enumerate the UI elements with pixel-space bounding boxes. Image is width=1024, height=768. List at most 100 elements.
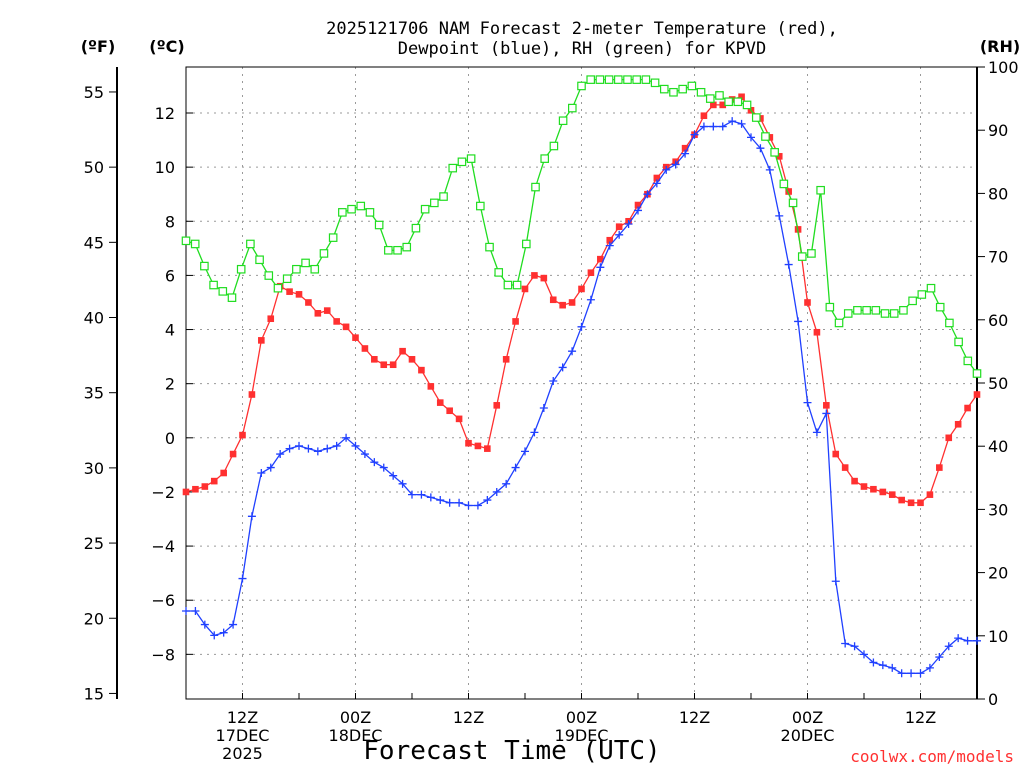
data-point bbox=[200, 261, 209, 271]
celsius-tick-label: 8 bbox=[165, 212, 175, 231]
data-point bbox=[286, 288, 293, 295]
data-point bbox=[426, 493, 435, 502]
data-point bbox=[465, 439, 472, 447]
axes: −8 −6 −4 −2 0 2 4 6 8 10 12 15 20 25 30 35 40 45 50 55 0 10 20… bbox=[84, 58, 1019, 709]
rh-tick-label: 70 bbox=[988, 248, 1008, 267]
data-point bbox=[201, 483, 209, 490]
data-point bbox=[399, 347, 406, 355]
data-point bbox=[464, 501, 473, 510]
data-point bbox=[361, 345, 369, 352]
data-point bbox=[765, 165, 774, 174]
data-point bbox=[916, 669, 925, 678]
data-point bbox=[888, 663, 897, 672]
data-point bbox=[899, 306, 908, 315]
data-point bbox=[266, 463, 275, 472]
data-point bbox=[210, 631, 219, 640]
data-point bbox=[907, 669, 916, 678]
data-point bbox=[888, 491, 896, 498]
x-tick-label: 12Z bbox=[679, 708, 710, 727]
data-point bbox=[540, 154, 550, 163]
data-point bbox=[328, 233, 338, 242]
data-point bbox=[333, 318, 340, 325]
data-point bbox=[797, 252, 807, 261]
celsius-tick-label: 0 bbox=[165, 429, 175, 448]
data-point bbox=[539, 404, 548, 413]
data-point bbox=[473, 501, 482, 510]
celsius-tick-label: 2 bbox=[165, 375, 175, 394]
data-point bbox=[577, 322, 586, 331]
data-point bbox=[879, 488, 887, 496]
data-point bbox=[292, 264, 301, 274]
data-point bbox=[393, 245, 402, 255]
data-point bbox=[484, 445, 491, 452]
data-point bbox=[973, 391, 981, 398]
data-point bbox=[530, 428, 539, 437]
data-point bbox=[724, 97, 733, 107]
data-point bbox=[785, 188, 792, 195]
data-point bbox=[577, 81, 586, 91]
data-point bbox=[803, 398, 812, 407]
data-point bbox=[285, 444, 294, 453]
data-point bbox=[503, 280, 513, 290]
fahrenheit-tick-label: 45 bbox=[84, 233, 104, 252]
data-point bbox=[411, 223, 421, 233]
rh-axis-unit: (RH) bbox=[980, 37, 1020, 56]
data-point bbox=[258, 337, 265, 344]
celsius-tick-label: −6 bbox=[151, 591, 175, 610]
celsius-tick-label: 4 bbox=[165, 321, 175, 340]
data-point bbox=[738, 93, 745, 101]
data-point bbox=[466, 154, 476, 163]
data-point bbox=[301, 258, 310, 268]
data-point bbox=[751, 113, 761, 122]
data-point bbox=[360, 450, 369, 459]
data-point bbox=[586, 75, 595, 84]
data-point bbox=[323, 307, 331, 314]
celsius-tick-label: 12 bbox=[155, 104, 175, 123]
data-point bbox=[356, 201, 366, 211]
data-point bbox=[380, 361, 388, 369]
data-point bbox=[669, 87, 678, 97]
data-point bbox=[766, 134, 774, 141]
data-point bbox=[351, 441, 360, 450]
data-point bbox=[227, 293, 237, 302]
data-point bbox=[502, 356, 510, 363]
data-point bbox=[775, 211, 784, 220]
data-point bbox=[192, 485, 199, 493]
data-point bbox=[653, 174, 661, 182]
data-point bbox=[267, 315, 275, 323]
data-point bbox=[615, 223, 623, 230]
x-tick-label: 00Z bbox=[792, 708, 823, 727]
data-point bbox=[908, 296, 917, 306]
data-point bbox=[229, 620, 238, 629]
fahrenheit-tick-label: 25 bbox=[84, 534, 104, 553]
data-point bbox=[897, 669, 906, 678]
data-point bbox=[813, 328, 821, 336]
data-point bbox=[917, 290, 927, 299]
data-point bbox=[182, 607, 190, 616]
data-point bbox=[559, 301, 566, 309]
data-point bbox=[880, 309, 890, 318]
data-point bbox=[190, 239, 200, 249]
data-point bbox=[512, 280, 522, 290]
data-point bbox=[295, 441, 303, 450]
data-point bbox=[862, 306, 871, 315]
data-point bbox=[342, 433, 351, 442]
data-point bbox=[615, 230, 624, 239]
celsius-tick-label: 10 bbox=[155, 158, 175, 177]
data-point bbox=[945, 318, 954, 328]
data-point bbox=[718, 122, 727, 131]
fahrenheit-tick-label: 15 bbox=[84, 684, 104, 703]
data-point bbox=[191, 607, 200, 616]
data-point bbox=[257, 468, 266, 477]
data-point bbox=[972, 369, 982, 378]
data-point bbox=[889, 309, 899, 318]
data-point bbox=[587, 269, 595, 277]
data-point bbox=[963, 636, 972, 645]
data-point bbox=[756, 144, 765, 153]
data-point bbox=[494, 268, 504, 277]
rh-tick-label: 10 bbox=[988, 627, 1008, 646]
data-point bbox=[236, 264, 246, 274]
data-point bbox=[568, 103, 577, 113]
data-point bbox=[917, 499, 924, 507]
data-point bbox=[634, 206, 642, 215]
